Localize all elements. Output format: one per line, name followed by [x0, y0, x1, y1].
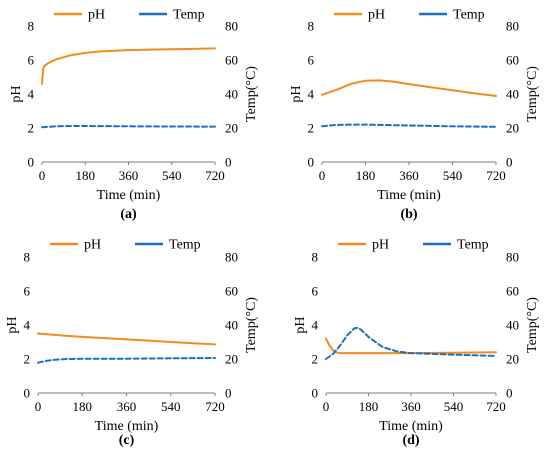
- panel-4-x-tick-label: 0: [323, 399, 330, 414]
- panel-1-y2-tick-label: 40: [225, 87, 238, 102]
- panel-1-y-tick-label: 2: [28, 121, 35, 136]
- panel-1-y-tick-label: 4: [28, 87, 35, 102]
- panel-3-x-tick-label: 720: [205, 399, 225, 414]
- panel-4-y2-tick-label: 0: [506, 386, 513, 401]
- panel-3-y2-tick-label: 20: [225, 352, 238, 367]
- panel-3-y2-tick-label: 40: [225, 318, 238, 333]
- panel-4-y2-tick-label: 40: [506, 318, 519, 333]
- panel-3-y2-tick-label: 0: [225, 386, 232, 401]
- panel-1-y2-tick-label: 60: [225, 53, 238, 68]
- panel-2-series-ph: [321, 79, 497, 97]
- panel-1-series-ph: [41, 47, 216, 85]
- panel-2-y2-tick-label: 0: [506, 155, 513, 170]
- panel-2-y2-tick-label: 80: [506, 19, 519, 34]
- panel-2-x-tick-label: 0: [319, 168, 326, 183]
- panel-2-caption: (b): [400, 207, 417, 222]
- panel-2-y-tick-label: 4: [308, 87, 315, 102]
- panel-3-y2-tick-label: 60: [225, 284, 238, 299]
- panel-3-y-tick-label: 8: [24, 250, 31, 265]
- panel-4-y-tick-label: 6: [312, 284, 319, 299]
- panel-3-caption: (c): [119, 433, 135, 448]
- panel-1-y2-tick-label: 80: [225, 19, 238, 34]
- panel-4-x-axis-title: Time (min): [379, 419, 443, 434]
- panel-4-series-temp: [325, 326, 497, 360]
- panel-1-legend-label-ph: pH: [88, 8, 105, 23]
- panel-4-y-tick-label: 4: [312, 318, 319, 333]
- panel-4-x-tick-label: 720: [486, 399, 506, 414]
- panel-4-legend-label-ph: pH: [372, 238, 389, 253]
- panel-3-y2-tick-label: 80: [225, 250, 238, 265]
- panel-4-caption: (d): [402, 433, 419, 448]
- panel-4-y2-tick-label: 80: [506, 250, 519, 265]
- panel-4-y2-tick-label: 20: [506, 352, 519, 367]
- panel-2-legend-label-temp: Temp: [453, 8, 485, 23]
- panel-1-x-tick-label: 180: [76, 168, 96, 183]
- panel-3-x-tick-label: 0: [35, 399, 42, 414]
- panel-2-x-tick-label: 540: [443, 168, 463, 183]
- panel-2-y-axis-title: pH: [289, 85, 304, 102]
- panel-4-series-ph: [325, 337, 497, 355]
- panel-3-y2-axis-title: Temp(°C): [244, 297, 259, 353]
- panel-4-y2-axis-title: Temp(°C): [525, 297, 540, 353]
- panel-1-y-axis-title: pH: [9, 85, 24, 102]
- panel-1-caption: (a): [120, 207, 137, 222]
- panel-2-y-tick-label: 8: [308, 19, 315, 34]
- panel-1-x-tick-label: 360: [119, 168, 139, 183]
- panel-4-y-axis-title: pH: [293, 316, 308, 333]
- panel-3-y-tick-label: 6: [24, 284, 31, 299]
- panel-2-y2-axis-title: Temp(°C): [525, 66, 540, 122]
- panel-4-x-tick-label: 540: [444, 399, 464, 414]
- panel-3-series-temp: [37, 357, 216, 364]
- panel-2-series-temp: [321, 123, 497, 128]
- panel-1-y2-tick-label: 20: [225, 121, 238, 136]
- panel-2-x-tick-label: 180: [356, 168, 376, 183]
- panel-1-series-temp: [41, 125, 216, 129]
- panel-1-y2-tick-label: 0: [225, 155, 232, 170]
- panel-4-x-tick-label: 180: [359, 399, 379, 414]
- panel-3-y-tick-label: 4: [24, 318, 31, 333]
- panel-2-legend-label-ph: pH: [368, 8, 385, 23]
- panel-2-x-tick-label: 720: [486, 168, 506, 183]
- panel-3-x-tick-label: 180: [73, 399, 93, 414]
- panel-4-y2-tick-label: 60: [506, 284, 519, 299]
- panel-2-y2-tick-label: 20: [506, 121, 519, 136]
- panel-1-x-axis-title: Time (min): [97, 188, 161, 203]
- panel-1-y-tick-label: 8: [28, 19, 35, 34]
- panel-1-legend-label-temp: Temp: [173, 8, 205, 23]
- panel-1-y-tick-label: 0: [28, 155, 35, 170]
- panel-4-legend-label-temp: Temp: [457, 238, 489, 253]
- panel-2-x-axis-title: Time (min): [377, 188, 441, 203]
- panel-2-y-tick-label: 2: [308, 121, 315, 136]
- panel-1-y-tick-label: 6: [28, 53, 35, 68]
- panel-2-y2-tick-label: 60: [506, 53, 519, 68]
- panel-3-x-tick-label: 540: [161, 399, 181, 414]
- panel-3-legend-label-ph: pH: [84, 238, 101, 253]
- panel-1-x-tick-label: 720: [205, 168, 225, 183]
- panel-3-legend-label-temp: Temp: [169, 238, 201, 253]
- panel-3-y-tick-label: 0: [24, 386, 31, 401]
- panel-1-x-tick-label: 0: [39, 168, 46, 183]
- panel-3-y-tick-label: 2: [24, 352, 31, 367]
- panel-4-y-tick-label: 2: [312, 352, 319, 367]
- panel-3-y-axis-title: pH: [5, 316, 20, 333]
- panel-4-y-tick-label: 0: [312, 386, 319, 401]
- panel-3-series-ph: [37, 332, 216, 346]
- panel-1-x-tick-label: 540: [162, 168, 182, 183]
- panel-4-x-tick-label: 360: [401, 399, 421, 414]
- panel-3-x-tick-label: 360: [117, 399, 137, 414]
- panel-1-y2-axis-title: Temp(°C): [244, 66, 259, 122]
- panel-2-y-tick-label: 6: [308, 53, 315, 68]
- panel-2-y-tick-label: 0: [308, 155, 315, 170]
- panel-4-y-tick-label: 8: [312, 250, 319, 265]
- panel-2-x-tick-label: 360: [399, 168, 419, 183]
- panel-3-x-axis-title: Time (min): [95, 419, 159, 434]
- panel-2-y2-tick-label: 40: [506, 87, 519, 102]
